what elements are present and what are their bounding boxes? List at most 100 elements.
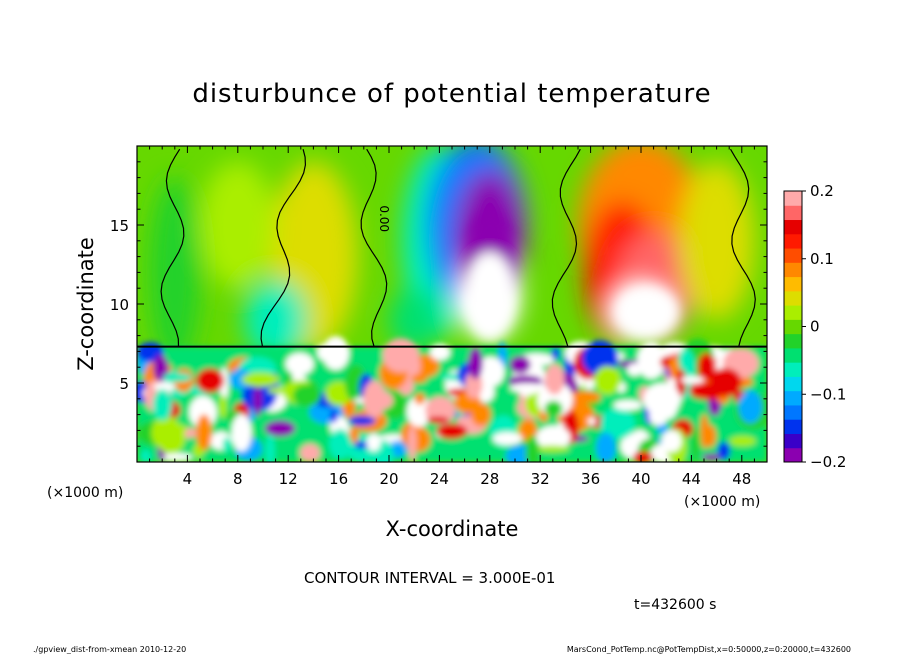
turbulent-patch [231, 414, 252, 452]
turbulent-patch [267, 387, 289, 395]
colorbar-swatch [784, 290, 802, 306]
x-tick-label: 48 [732, 470, 751, 488]
turbulent-patch [153, 382, 176, 392]
colorbar-swatch [784, 433, 802, 449]
turbulent-patch [329, 409, 338, 423]
turbulent-patch [509, 355, 531, 374]
colorbar-swatch [784, 404, 802, 420]
footer-left: ./gpview_dist-from-xmean 2010-12-20 [33, 645, 186, 654]
turbulent-patch [729, 435, 756, 447]
turbulent-patch [668, 356, 680, 380]
turbulent-patch [633, 451, 653, 462]
upper-cores [462, 209, 679, 341]
zero-contours [160, 148, 756, 347]
turbulent-patch [382, 338, 420, 373]
x-unit-label: (×1000 m) [684, 494, 760, 510]
y-tick-label: 5 [119, 375, 129, 393]
y-unit-label: (×1000 m) [47, 485, 123, 501]
turbulent-patch [476, 356, 505, 387]
turbulent-patch [724, 349, 748, 375]
footer-right: MarsCond_PotTemp.nc@PotTempDist,x=0:5000… [567, 645, 851, 654]
contour-interval-text: CONTOUR INTERVAL = 3.000E-01 [304, 569, 555, 587]
turbulent-patch [158, 453, 193, 461]
x-tick-label: 28 [480, 470, 499, 488]
turbulent-patch [265, 434, 275, 462]
turbulent-patch [661, 430, 682, 453]
warm-core-saturated [615, 286, 679, 338]
turbulent-patch [709, 368, 742, 397]
turbulent-patch [222, 437, 232, 453]
turbulent-patch [153, 354, 169, 382]
colorbar-swatch [784, 219, 802, 235]
colorbar-tick-label: −0.1 [810, 385, 846, 403]
turbulent-patch [317, 343, 329, 360]
turbulent-patch [544, 363, 565, 395]
turbulent-patch [292, 384, 321, 407]
turbulent-patch [196, 414, 213, 451]
turbulent-patch [613, 400, 642, 411]
colorbar-swatch [784, 347, 802, 363]
turbulent-patch [627, 363, 642, 376]
turbulent-patch [140, 449, 152, 462]
heatmap-field: 0.00 [137, 146, 767, 462]
turbulent-patch [241, 372, 280, 387]
turbulent-patch [468, 347, 483, 380]
colorbar-swatch [784, 376, 802, 392]
turbulent-patch [587, 417, 596, 426]
x-tick-label: 44 [682, 470, 701, 488]
turbulent-patch [366, 433, 381, 452]
x-tick-label: 32 [531, 470, 550, 488]
turbulent-patch [534, 445, 570, 453]
colorbar-swatch [784, 362, 802, 377]
colorbar-swatch [784, 233, 802, 249]
contour-line [360, 148, 388, 347]
turbulent-patch [152, 389, 173, 421]
turbulent-patch [675, 369, 687, 397]
turbulent-patch [264, 420, 296, 437]
lower-layer [137, 335, 767, 462]
turbulent-patch [414, 393, 426, 405]
field-patch [244, 280, 308, 360]
colorbar-swatch [784, 276, 802, 292]
contour-line [160, 148, 185, 347]
turbulent-patch [525, 435, 540, 462]
turbulent-patch [163, 372, 192, 382]
turbulent-patch [717, 442, 731, 460]
cold-core-saturated [464, 251, 515, 341]
colorbar-swatch [784, 205, 802, 221]
x-tick-label: 40 [631, 470, 650, 488]
field-patch [389, 288, 440, 352]
x-tick-label: 8 [233, 470, 243, 488]
turbulent-patch [492, 432, 523, 445]
colorbar-swatch [784, 305, 802, 320]
colorbar-swatch [784, 248, 802, 263]
turbulent-patch [406, 395, 432, 427]
turbulent-patch [348, 415, 376, 426]
field-patch [149, 177, 200, 368]
turbulent-patch [253, 385, 262, 417]
x-axis-title: X-coordinate [386, 517, 519, 541]
turbulent-patch [195, 368, 225, 393]
turbulent-patch [643, 383, 681, 417]
colorbar-swatch [784, 447, 802, 463]
contour-line [551, 148, 581, 347]
turbulent-patch [700, 414, 709, 449]
turbulent-patch [544, 400, 563, 418]
x-tick-label: 4 [183, 470, 193, 488]
field-patch [678, 161, 755, 320]
turbulent-patch [593, 366, 621, 395]
turbulent-patch [285, 352, 314, 375]
x-tick-label: 16 [329, 470, 348, 488]
colorbar [783, 190, 803, 463]
x-axis: 4 8 12 16 20 24 28 32 36 40 44 48 [149, 146, 755, 488]
y-axis: 5 10 15 [110, 161, 767, 447]
turbulent-patch [697, 352, 716, 381]
colorbar-tick-label: 0.2 [810, 182, 834, 200]
x-tick-label: 12 [279, 470, 298, 488]
contour-line [729, 148, 756, 347]
turbulent-patch [299, 443, 321, 462]
turbulent-patch [556, 421, 566, 451]
turbulent-patch [363, 380, 386, 418]
turbulent-patch [426, 416, 450, 424]
